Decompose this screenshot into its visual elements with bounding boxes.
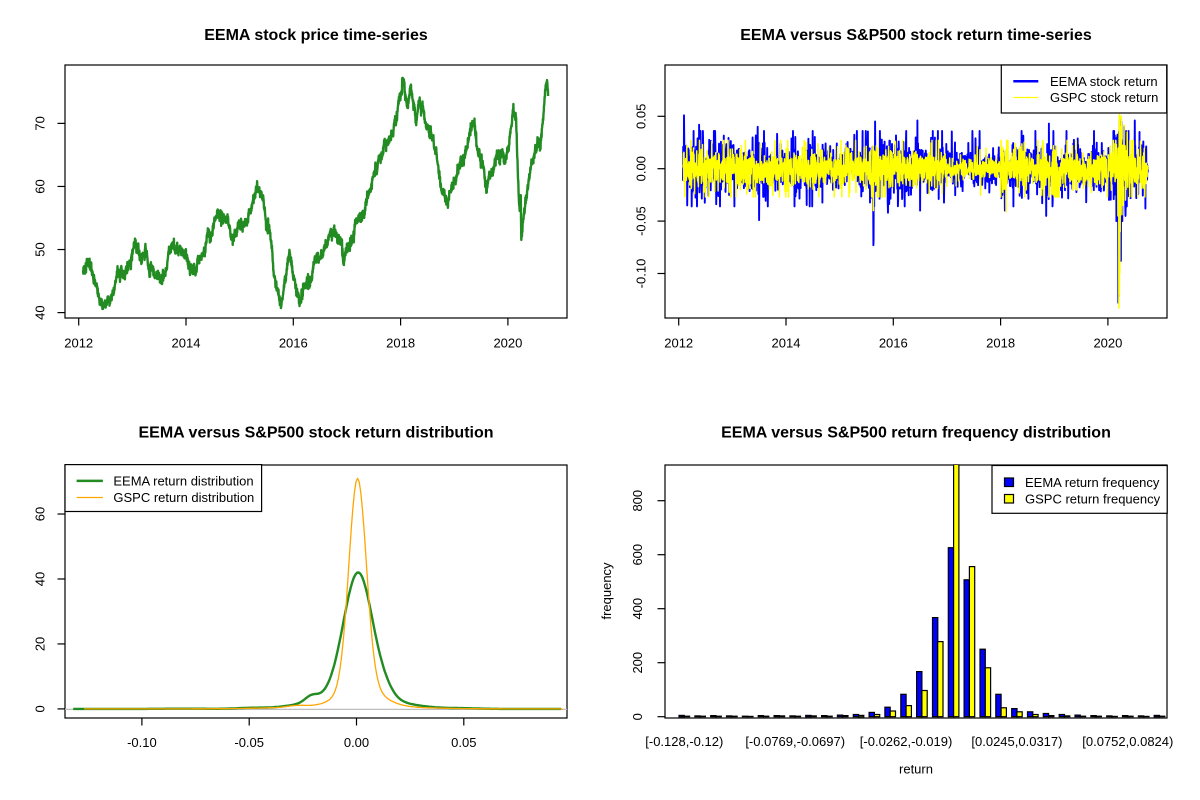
svg-text:60: 60	[33, 179, 48, 193]
svg-text:0.00: 0.00	[634, 156, 649, 181]
svg-text:800: 800	[630, 490, 645, 512]
svg-text:200: 200	[630, 652, 645, 674]
svg-text:70: 70	[33, 116, 48, 130]
svg-text:GSPC stock return: GSPC stock return	[1050, 90, 1158, 105]
svg-text:2020: 2020	[493, 336, 522, 351]
svg-text:EEMA return distribution: EEMA return distribution	[113, 474, 253, 489]
svg-text:400: 400	[630, 598, 645, 620]
svg-text:0.05: 0.05	[451, 735, 476, 750]
svg-text:2012: 2012	[664, 336, 693, 351]
svg-text:-0.10: -0.10	[127, 735, 157, 750]
svg-text:2016: 2016	[879, 336, 908, 351]
svg-text:[-0.0769,-0.0697): [-0.0769,-0.0697)	[745, 734, 845, 749]
svg-text:frequency: frequency	[599, 562, 614, 620]
svg-text:2018: 2018	[386, 336, 415, 351]
svg-text:2014: 2014	[172, 336, 201, 351]
svg-text:50: 50	[33, 242, 48, 256]
svg-text:EEMA versus S&P500 stock retur: EEMA versus S&P500 stock return time-ser…	[740, 27, 1092, 44]
svg-text:600: 600	[630, 544, 645, 566]
svg-text:20: 20	[33, 637, 48, 651]
svg-text:2012: 2012	[64, 336, 93, 351]
svg-text:40: 40	[33, 572, 48, 586]
svg-text:EEMA return frequency: EEMA return frequency	[1025, 475, 1160, 490]
svg-text:[0.0245,0.0317): [0.0245,0.0317)	[971, 734, 1062, 749]
svg-text:GSPC return frequency: GSPC return frequency	[1025, 491, 1161, 506]
svg-text:40: 40	[33, 305, 48, 319]
svg-text:0: 0	[630, 713, 645, 720]
svg-text:60: 60	[33, 507, 48, 521]
svg-text:EEMA stock price time-series: EEMA stock price time-series	[204, 27, 428, 44]
svg-text:2014: 2014	[772, 336, 801, 351]
svg-text:0: 0	[33, 705, 48, 712]
svg-text:EEMA versus S&P500 stock retur: EEMA versus S&P500 stock return distribu…	[138, 425, 493, 442]
svg-text:EEMA versus S&P500 return freq: EEMA versus S&P500 return frequency dist…	[721, 425, 1111, 442]
svg-text:return: return	[899, 762, 933, 777]
svg-text:-0.10: -0.10	[634, 259, 649, 289]
svg-text:GSPC return distribution: GSPC return distribution	[113, 490, 254, 505]
svg-text:2020: 2020	[1093, 336, 1122, 351]
svg-text:[-0.128,-0.12): [-0.128,-0.12)	[645, 734, 723, 749]
svg-text:-0.05: -0.05	[634, 206, 649, 236]
svg-text:[-0.0262,-0.019): [-0.0262,-0.019)	[860, 734, 953, 749]
svg-text:[0.0752,0.0824): [0.0752,0.0824)	[1082, 734, 1173, 749]
svg-text:2018: 2018	[986, 336, 1015, 351]
svg-text:0.00: 0.00	[344, 735, 369, 750]
svg-text:2016: 2016	[279, 336, 308, 351]
svg-text:-0.05: -0.05	[234, 735, 264, 750]
svg-text:EEMA stock return: EEMA stock return	[1050, 74, 1158, 89]
svg-text:0.05: 0.05	[634, 104, 649, 129]
